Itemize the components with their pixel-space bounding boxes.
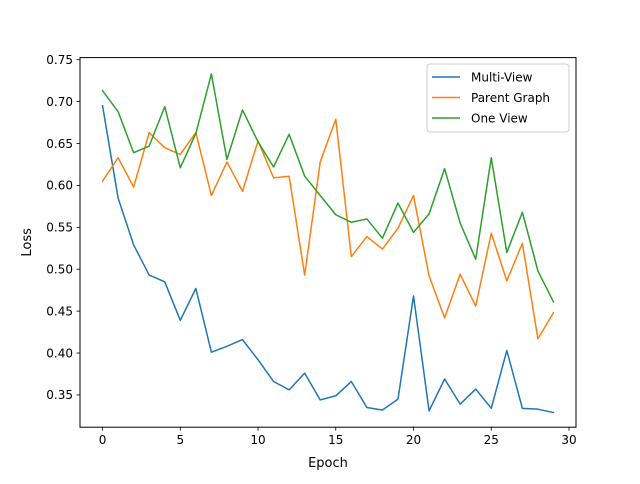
- legend-box: [426, 63, 570, 133]
- y-axis-ticks: 0.35 0.40 0.45 0.50 0.55 0.60 0.65 0.70 0.75: [46, 53, 80, 402]
- x-tick-label: 5: [176, 433, 184, 447]
- y-tick-label: 0.60: [46, 179, 73, 193]
- y-tick-label: 0.35: [46, 388, 73, 402]
- y-axis-label: Loss: [20, 228, 35, 257]
- y-tick-label: 0.55: [46, 221, 73, 235]
- legend-entries: Multi-View Parent Graph One View: [432, 71, 550, 126]
- y-tick-label: 0.50: [46, 263, 73, 277]
- x-tick-label: 30: [561, 433, 576, 447]
- y-tick-label: 0.45: [46, 304, 73, 318]
- x-axis-label: Epoch: [308, 456, 348, 471]
- y-tick-label: 0.70: [46, 95, 73, 109]
- x-tick-label: 10: [250, 433, 265, 447]
- series-line-multi-view: [101, 104, 555, 414]
- legend-label: Parent Graph: [471, 91, 550, 105]
- legend-label: One View: [471, 112, 528, 126]
- series-line-parent-graph: [101, 118, 555, 340]
- series-line-one-view: [101, 73, 555, 303]
- y-tick-label: 0.40: [46, 346, 73, 360]
- y-tick-label: 0.65: [46, 137, 73, 151]
- series-layer: [101, 73, 555, 414]
- plot-frame: [79, 57, 577, 428]
- legend-label: Multi-View: [471, 71, 533, 85]
- x-tick-label: 20: [406, 433, 421, 447]
- y-tick-label: 0.75: [46, 53, 73, 67]
- x-axis-ticks: 0 5 10 15 20 25 30: [99, 427, 577, 447]
- x-tick-label: 0: [99, 433, 107, 447]
- x-tick-label: 15: [328, 433, 343, 447]
- legend: Multi-View Parent Graph One View: [426, 63, 570, 133]
- x-tick-label: 25: [484, 433, 499, 447]
